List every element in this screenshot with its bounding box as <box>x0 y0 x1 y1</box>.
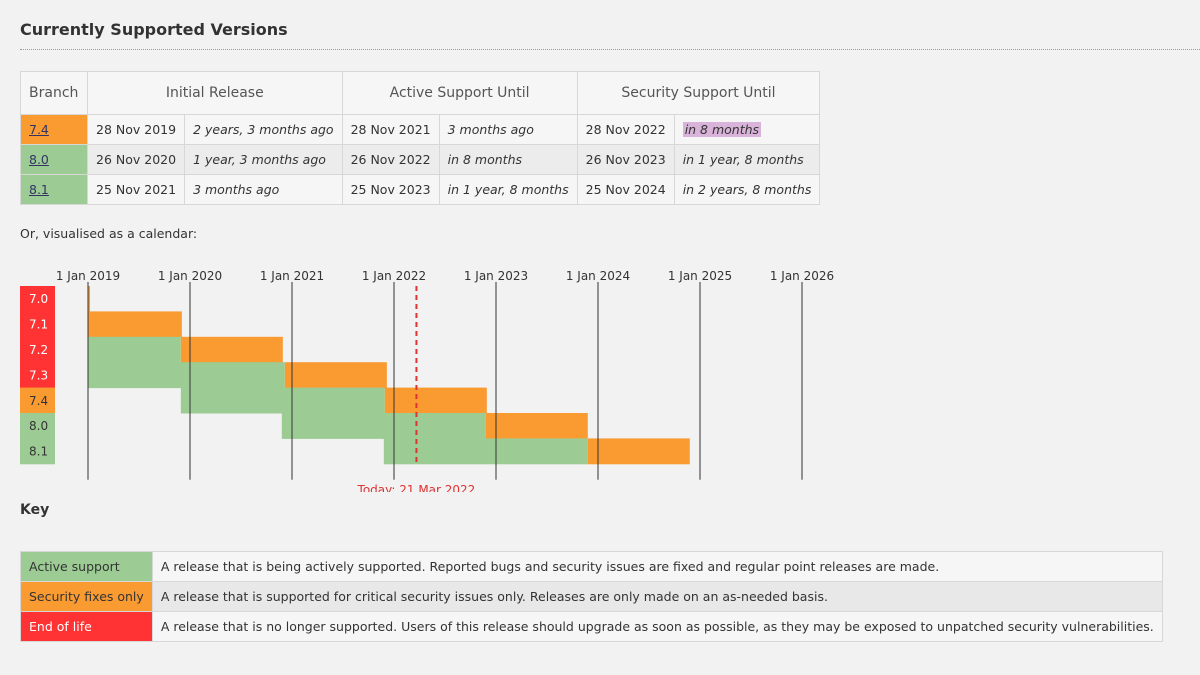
security-support-bar <box>180 336 283 363</box>
table-row: 8.1 25 Nov 2021 3 months ago 25 Nov 2023… <box>20 174 821 205</box>
security-support-bar <box>384 387 487 414</box>
security-support-date: 28 Nov 2022 <box>576 114 675 145</box>
active-support-bar <box>383 438 588 465</box>
branch-label-bg <box>20 311 55 338</box>
highlighted-relative-date: in 8 months <box>682 122 762 137</box>
security-support-relative: in 8 months <box>673 114 821 145</box>
branch-label: 8.1 <box>29 445 48 459</box>
branch-label: 7.1 <box>29 318 48 332</box>
branch-link-8-0[interactable]: 8.0 <box>29 152 49 167</box>
active-support-relative: in 1 year, 8 months <box>438 174 578 205</box>
security-support-date: 25 Nov 2024 <box>576 174 675 205</box>
active-support-bar <box>88 362 285 389</box>
header-active-support: Active Support Until <box>341 71 578 115</box>
initial-release-date: 26 Nov 2020 <box>86 144 186 175</box>
active-support-bar <box>180 387 385 414</box>
branch-label: 8.0 <box>29 419 48 433</box>
year-label: 1 Jan 2026 <box>770 269 834 283</box>
security-support-relative: in 1 year, 8 months <box>673 144 821 175</box>
initial-release-date: 25 Nov 2021 <box>86 174 186 205</box>
key-row-security: Security fixes only A release that is su… <box>20 581 1163 612</box>
key-title: Key <box>20 502 50 518</box>
year-label: 1 Jan 2019 <box>56 269 120 283</box>
branch-label-bg <box>20 286 55 312</box>
active-support-bar <box>281 413 486 439</box>
security-support-bar <box>88 286 91 312</box>
security-support-bar <box>88 311 182 338</box>
key-label-eol: End of life <box>20 611 153 642</box>
branch-label-bg <box>20 336 55 363</box>
key-desc-security: A release that is supported for critical… <box>151 581 1163 612</box>
active-support-relative: in 8 months <box>438 144 578 175</box>
initial-release-date: 28 Nov 2019 <box>86 114 186 145</box>
branch-label-bg <box>20 438 55 465</box>
security-support-relative: in 2 years, 8 months <box>673 174 821 205</box>
security-support-date: 26 Nov 2023 <box>576 144 675 175</box>
key-row-eol: End of life A release that is no longer … <box>20 611 1163 642</box>
key-label-security: Security fixes only <box>20 581 153 612</box>
key-table: Active support A release that is being a… <box>20 551 1163 642</box>
branch-label: 7.3 <box>29 368 48 382</box>
branch-cell: 8.0 <box>20 144 88 175</box>
year-label: 1 Jan 2025 <box>668 269 732 283</box>
branch-label-bg <box>20 413 55 439</box>
branch-link-7-4[interactable]: 7.4 <box>29 122 49 137</box>
initial-release-relative: 3 months ago <box>184 174 343 205</box>
active-support-bar <box>88 336 181 363</box>
year-label: 1 Jan 2021 <box>260 269 324 283</box>
year-label: 1 Jan 2022 <box>362 269 426 283</box>
table-row: 8.0 26 Nov 2020 1 year, 3 months ago 26 … <box>20 144 821 175</box>
branch-label: 7.2 <box>29 343 48 357</box>
active-support-date: 26 Nov 2022 <box>341 144 440 175</box>
calendar-caption: Or, visualised as a calendar: <box>20 226 198 241</box>
table-row: 7.4 28 Nov 2019 2 years, 3 months ago 28… <box>20 114 821 145</box>
key-row-active: Active support A release that is being a… <box>20 551 1163 582</box>
security-support-bar <box>284 362 387 389</box>
branch-cell: 8.1 <box>20 174 88 205</box>
branch-link-8-1[interactable]: 8.1 <box>29 182 49 197</box>
branch-label: 7.0 <box>29 292 48 306</box>
branch-cell: 7.4 <box>20 114 88 145</box>
branch-label: 7.4 <box>29 394 48 408</box>
key-label-active: Active support <box>20 551 153 582</box>
security-support-bar <box>587 438 690 465</box>
year-label: 1 Jan 2024 <box>566 269 630 283</box>
header-branch: Branch <box>20 71 88 115</box>
key-desc-active: A release that is being actively support… <box>151 551 1163 582</box>
initial-release-relative: 1 year, 3 months ago <box>184 144 343 175</box>
active-support-date: 28 Nov 2021 <box>341 114 440 145</box>
support-calendar: 7.0 7.1 7.2 7.3 7.4 8.0 8.1 1 Jan 2019 1 Jan 202… <box>20 269 834 492</box>
header-initial-release: Initial Release <box>87 71 343 115</box>
initial-release-relative: 2 years, 3 months ago <box>184 114 343 145</box>
table-header-row: Branch Initial Release Active Support Un… <box>20 71 821 115</box>
branch-label-bg <box>20 362 55 389</box>
active-support-relative: 3 months ago <box>438 114 578 145</box>
today-label: Today: 21 Mar 2022 <box>357 483 476 492</box>
key-desc-eol: A release that is no longer supported. U… <box>151 611 1163 642</box>
header-security-support: Security Support Until <box>576 71 821 115</box>
security-support-bar <box>485 413 588 439</box>
supported-versions-table: Branch Initial Release Active Support Un… <box>20 71 821 205</box>
year-label: 1 Jan 2020 <box>158 269 222 283</box>
branch-label-bg <box>20 387 55 414</box>
year-label: 1 Jan 2023 <box>464 269 528 283</box>
active-support-date: 25 Nov 2023 <box>341 174 440 205</box>
section-title: Currently Supported Versions <box>20 20 1200 50</box>
